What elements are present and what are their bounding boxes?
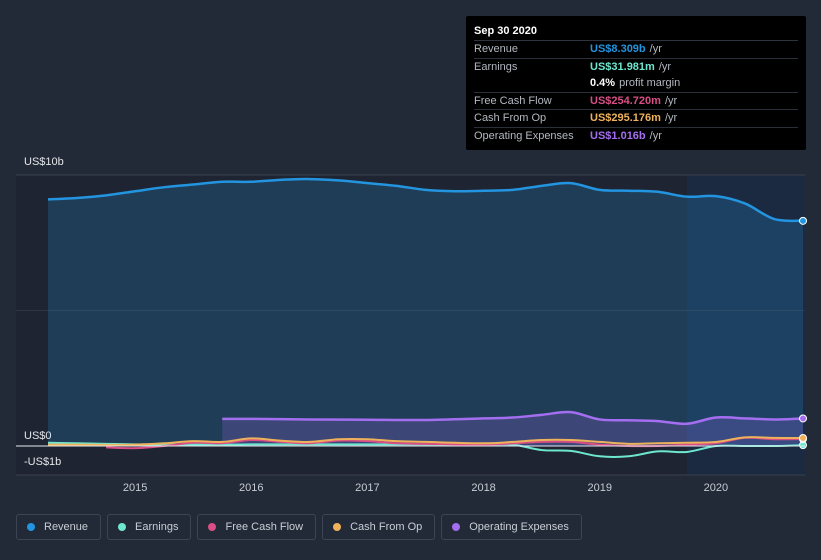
series-end-marker-cash-from-op: [799, 434, 807, 443]
tooltip-unit: /yr: [664, 112, 678, 125]
x-tick-label: 2016: [239, 482, 263, 494]
legend-label: Free Cash Flow: [225, 521, 304, 533]
series-line-cash-from-op: [47, 436, 804, 446]
tooltip-label: [474, 75, 590, 92]
tooltip-row-earnings: Earnings US$31.981m /yr: [474, 59, 798, 76]
legend-dot-icon: [27, 523, 35, 531]
legend-earnings[interactable]: Earnings: [107, 514, 192, 540]
x-tick-label: 2019: [587, 482, 611, 494]
legend: Revenue Earnings Free Cash Flow Cash Fro…: [16, 514, 582, 540]
tooltip-label: Operating Expenses: [474, 129, 574, 142]
tooltip-unit: /yr: [664, 94, 678, 107]
legend-dot-icon: [333, 523, 342, 531]
y-tick-label-zero: US$0: [24, 430, 52, 442]
tooltip-value: 0.4%: [590, 77, 616, 90]
tooltip-unit: /yr: [649, 43, 662, 55]
tooltip-value: US$1.016b: [590, 129, 646, 142]
tooltip-row-fcf: Free Cash Flow US$254.720m /yr: [474, 93, 798, 111]
y-tick-label-bottom: -US$1b: [24, 456, 62, 468]
tooltip-value: US$31.981m: [590, 60, 655, 73]
y-tick-label-top: US$10b: [24, 156, 64, 168]
legend-revenue[interactable]: Revenue: [16, 514, 102, 540]
series-end-marker-operating-expenses: [799, 414, 807, 423]
x-tick-label: 2015: [123, 482, 147, 494]
legend-dot-icon: [452, 523, 461, 531]
tooltip-label: Free Cash Flow: [474, 94, 552, 107]
legend-free-cash-flow[interactable]: Free Cash Flow: [197, 514, 317, 540]
tooltip-value: US$295.176m: [590, 112, 661, 125]
tooltip-row-opex: Operating Expenses US$1.016b /yr: [474, 128, 798, 145]
x-tick-label: 2017: [355, 482, 379, 494]
series-end-marker-revenue: [799, 216, 807, 225]
tooltip-row-revenue: Revenue US$8.309b /yr: [474, 41, 798, 59]
tooltip-unit: /yr: [649, 129, 662, 142]
tooltip-row-cfo: Cash From Op US$295.176m /yr: [474, 110, 798, 128]
tooltip-row-margin: 0.4% profit margin: [474, 75, 798, 93]
legend-label: Earnings: [135, 521, 179, 533]
legend-label: Operating Expenses: [469, 521, 569, 533]
series-line-free-cash-flow: [106, 436, 804, 450]
series-area-revenue: [48, 179, 803, 446]
tooltip-date: Sep 30 2020: [474, 24, 798, 41]
tooltip: Sep 30 2020 Revenue US$8.309b /yr Earnin…: [466, 16, 806, 150]
highlight-region: [686, 175, 805, 475]
x-tick-label: 2018: [471, 482, 495, 494]
tooltip-label: Revenue: [474, 43, 519, 55]
tooltip-unit: profit margin: [619, 77, 681, 90]
plot-area: [16, 175, 805, 475]
series-line-revenue: [47, 177, 804, 223]
legend-dot-icon: [118, 523, 127, 531]
legend-dot-icon: [208, 523, 217, 531]
legend-operating-expenses[interactable]: Operating Expenses: [441, 514, 582, 540]
tooltip-label: Cash From Op: [474, 112, 547, 125]
legend-label: Revenue: [44, 521, 89, 533]
legend-label: Cash From Op: [350, 521, 423, 533]
tooltip-value: US$8.309b: [590, 43, 646, 55]
tooltip-unit: /yr: [658, 60, 672, 73]
legend-cash-from-op[interactable]: Cash From Op: [322, 514, 436, 540]
tooltip-value: US$254.720m: [590, 94, 661, 107]
tooltip-label: Earnings: [474, 60, 518, 73]
series-line-operating-expenses: [222, 410, 804, 426]
x-tick-label: 2020: [704, 482, 728, 494]
